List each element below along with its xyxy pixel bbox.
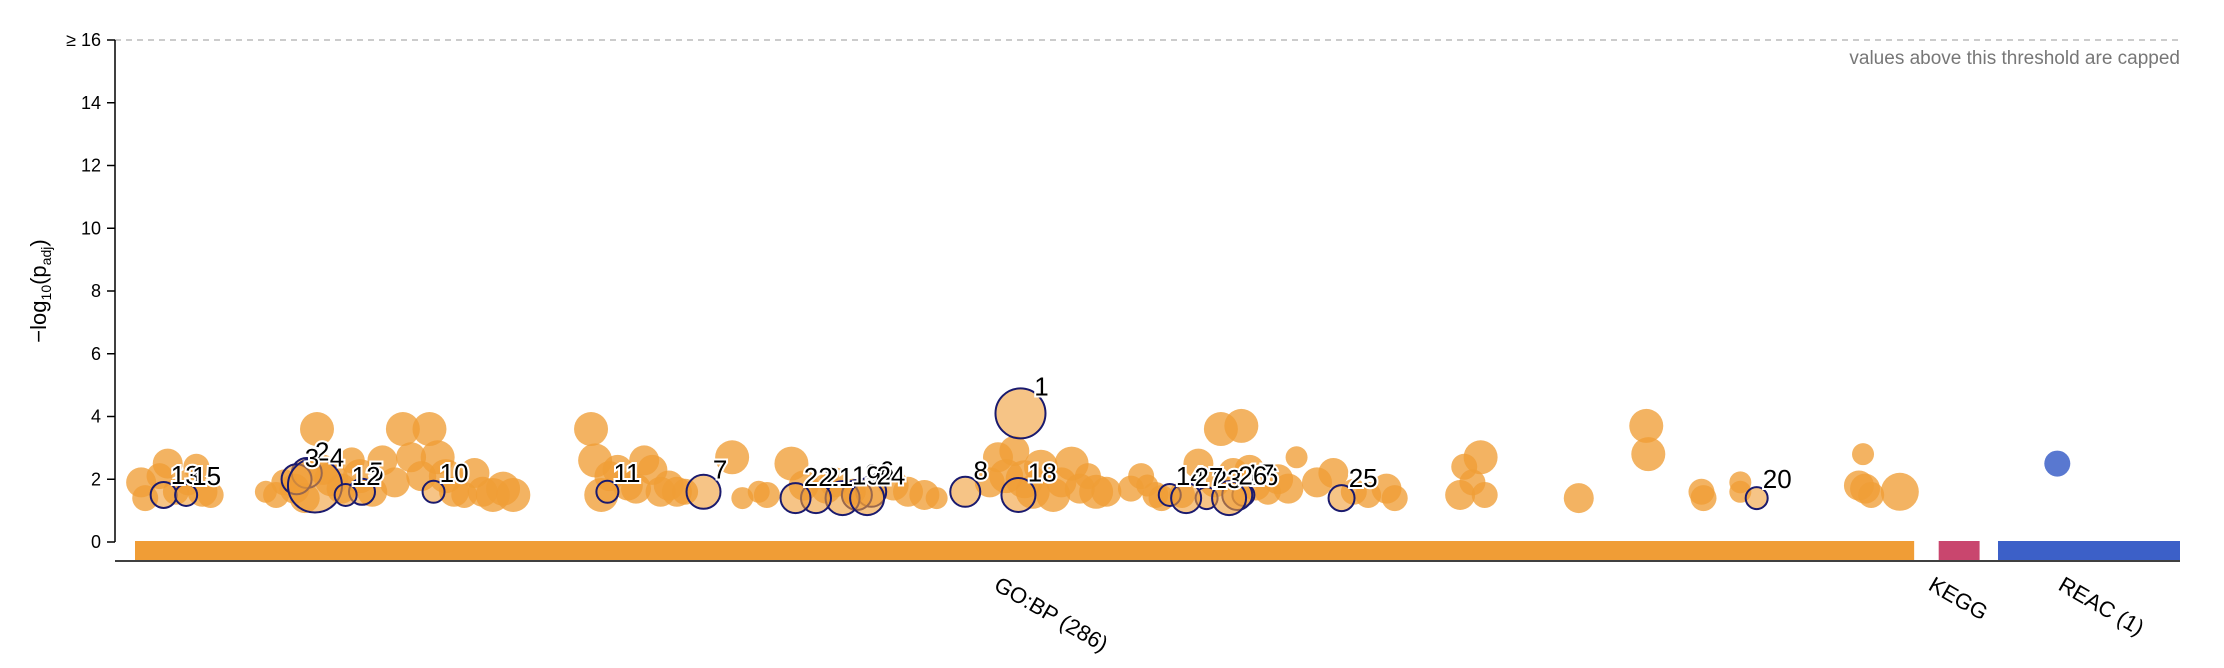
annotation-label: 9 xyxy=(865,459,879,489)
y-tick-label: 12 xyxy=(81,156,101,176)
annotated-point[interactable] xyxy=(1000,476,1037,513)
y-tick-label: 2 xyxy=(91,469,101,489)
data-point[interactable] xyxy=(496,477,531,512)
data-point[interactable] xyxy=(999,436,1030,467)
y-tick-label: ≥ 16 xyxy=(66,30,101,50)
annotation-label: 14 xyxy=(1176,461,1205,491)
annotation-label: 22 xyxy=(804,462,833,492)
data-point[interactable] xyxy=(1563,483,1594,514)
annotation-label: 26 xyxy=(1238,461,1267,491)
annotation-label: 1 xyxy=(1034,372,1048,402)
y-axis-label: −log10(padj) xyxy=(26,239,54,342)
annotated-point[interactable] xyxy=(994,387,1047,440)
data-point[interactable] xyxy=(1091,476,1122,507)
source-bars xyxy=(135,541,2180,560)
annotated-point[interactable] xyxy=(685,473,722,510)
data-point[interactable] xyxy=(1318,457,1349,488)
annotated-point[interactable] xyxy=(849,480,886,517)
annotation-label: 18 xyxy=(1028,458,1057,488)
annotation-label: 17 xyxy=(1246,459,1275,489)
data-point[interactable] xyxy=(1629,408,1664,443)
data-point[interactable] xyxy=(300,412,335,447)
data-point[interactable] xyxy=(1690,485,1717,512)
data-point[interactable] xyxy=(367,445,398,476)
annotated-point[interactable] xyxy=(174,482,199,507)
data-point[interactable] xyxy=(1463,440,1498,475)
data-point[interactable] xyxy=(574,412,609,447)
annotation-label: 25 xyxy=(1349,463,1378,493)
annotation-label: 20 xyxy=(1763,464,1792,494)
annotated-point[interactable] xyxy=(1744,486,1769,511)
data-point[interactable] xyxy=(197,481,224,508)
threshold-note: values above this threshold are capped xyxy=(1849,48,2180,69)
y-tick-label: 10 xyxy=(81,218,101,238)
annotation-label: 6 xyxy=(879,456,893,486)
annotation-label: 21 xyxy=(824,462,853,492)
annotation-label: 3 xyxy=(305,443,319,473)
annotated-layer xyxy=(149,387,1769,517)
annotation-label: 23 xyxy=(1213,464,1242,494)
source-bar xyxy=(1997,541,2180,560)
source-bar xyxy=(135,541,1915,560)
annotation-label: 10 xyxy=(440,458,469,488)
y-tick-label: 0 xyxy=(91,532,101,552)
data-point[interactable] xyxy=(1631,437,1666,472)
annotated-point[interactable] xyxy=(421,479,446,504)
threshold-layer: values above this threshold are capped xyxy=(115,39,2180,69)
annotated-point[interactable] xyxy=(949,475,982,508)
source-label: GO:BP (286) xyxy=(990,572,1112,657)
annotation-label: 27 xyxy=(1194,462,1223,492)
data-point[interactable] xyxy=(1880,472,1919,511)
data-point[interactable] xyxy=(152,448,183,479)
y-tick-label: 14 xyxy=(81,93,101,113)
data-point[interactable] xyxy=(715,440,750,475)
y-label-text: −log10(padj) xyxy=(26,239,54,342)
annotation-label: 12 xyxy=(352,461,381,491)
source-bar xyxy=(1938,541,1980,560)
y-tick-label: 6 xyxy=(91,344,101,364)
data-point[interactable] xyxy=(1224,408,1259,443)
annotation-label: 7 xyxy=(713,454,727,484)
data-point[interactable] xyxy=(1852,443,1875,466)
annotated-point[interactable] xyxy=(1170,482,1203,515)
data-point[interactable] xyxy=(385,412,420,447)
data-point[interactable] xyxy=(183,453,210,480)
annotation-label: 19 xyxy=(852,461,881,491)
data-point[interactable] xyxy=(412,412,447,447)
points-layer xyxy=(126,408,2071,514)
y-tick-label: 4 xyxy=(91,407,101,427)
annotation-label: 15 xyxy=(192,461,221,491)
data-point-reac[interactable] xyxy=(2044,450,2071,477)
annotation-label: 11 xyxy=(613,458,640,488)
annotation-label: 16 xyxy=(1249,461,1278,491)
source-label: KEGG xyxy=(1925,572,1993,625)
data-point[interactable] xyxy=(1273,473,1304,504)
annotation-label: 8 xyxy=(974,456,988,486)
annotation-label: 4 xyxy=(330,443,344,473)
data-point[interactable] xyxy=(753,481,780,508)
annotation-label: 2 xyxy=(315,437,329,467)
source-label: REAC (1) xyxy=(2054,572,2148,641)
data-point[interactable] xyxy=(379,467,410,498)
data-point[interactable] xyxy=(1381,485,1408,512)
data-point[interactable] xyxy=(1285,446,1308,469)
annotation-label: 13 xyxy=(171,460,200,490)
data-point[interactable] xyxy=(1471,481,1498,508)
annotated-point[interactable] xyxy=(1327,484,1356,513)
annotated-point[interactable] xyxy=(333,482,358,507)
source-labels: GO:BP (286) KEGG REAC (1) xyxy=(990,572,2148,657)
annotated-point[interactable] xyxy=(595,479,620,504)
data-point[interactable] xyxy=(1858,481,1885,508)
y-axis: 0 2 4 6 8 10 12 14 ≥ 16 xyxy=(66,30,116,552)
y-tick-label: 8 xyxy=(91,281,101,301)
data-point[interactable] xyxy=(925,487,948,510)
annotation-label: 5 xyxy=(369,457,383,487)
annotated-point[interactable] xyxy=(779,482,812,515)
annotated-point[interactable] xyxy=(1211,480,1248,517)
annotation-label: 24 xyxy=(876,461,905,491)
